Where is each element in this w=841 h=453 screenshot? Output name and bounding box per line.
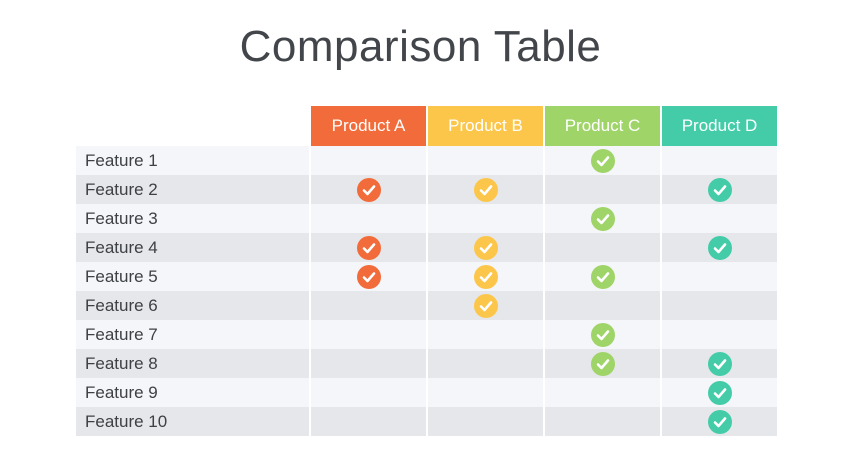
checkmark-circle-icon xyxy=(707,380,732,405)
table-cell xyxy=(660,146,777,175)
page-title: Comparison Table xyxy=(239,22,602,71)
table-cell xyxy=(309,378,426,407)
table-cell xyxy=(660,349,777,378)
table-row: Feature 5 xyxy=(76,262,777,291)
table-cell xyxy=(543,204,660,233)
checkmark-circle-icon xyxy=(356,177,381,202)
checkmark-circle-icon xyxy=(590,148,615,173)
table-cell xyxy=(426,233,543,262)
table-cell xyxy=(426,349,543,378)
checkmark-circle-icon xyxy=(473,235,498,260)
table-cell xyxy=(660,407,777,436)
table-row: Feature 8 xyxy=(76,349,777,378)
table-body: Feature 1 Feature 2 Feature 3 Feature 4 Feat… xyxy=(76,146,777,436)
checkmark-circle-icon xyxy=(356,235,381,260)
checkmark-circle-icon xyxy=(707,409,732,434)
feature-label: Feature 1 xyxy=(85,151,158,170)
comparison-table: Product A Product B Product C Product D Fea… xyxy=(76,106,777,436)
feature-label: Feature 9 xyxy=(85,383,158,402)
table-row: Feature 6 xyxy=(76,291,777,320)
table-cell xyxy=(660,175,777,204)
product-header-1: Product A xyxy=(311,106,426,146)
table-cell xyxy=(426,407,543,436)
table-cell xyxy=(309,349,426,378)
table-cell xyxy=(426,291,543,320)
table-cell xyxy=(543,262,660,291)
table-cell xyxy=(426,378,543,407)
checkmark-circle-icon xyxy=(356,264,381,289)
feature-label: Feature 10 xyxy=(85,412,168,431)
table-cell xyxy=(309,291,426,320)
product-header-3: Product C xyxy=(545,106,660,146)
checkmark-circle-icon xyxy=(473,177,498,202)
table-cell xyxy=(543,407,660,436)
table-cell xyxy=(309,320,426,349)
checkmark-circle-icon xyxy=(707,235,732,260)
checkmark-circle-icon xyxy=(590,264,615,289)
table-cell xyxy=(660,204,777,233)
table-cell xyxy=(543,175,660,204)
table-cell xyxy=(309,407,426,436)
table-cell xyxy=(426,204,543,233)
table-cell xyxy=(426,262,543,291)
table-cell xyxy=(309,233,426,262)
table-cell xyxy=(543,233,660,262)
table-cell xyxy=(309,262,426,291)
feature-label: Feature 4 xyxy=(85,238,158,257)
table-header-row: Product A Product B Product C Product D xyxy=(76,106,777,146)
table-cell xyxy=(660,320,777,349)
table-row: Feature 9 xyxy=(76,378,777,407)
table-cell xyxy=(543,291,660,320)
table-cell xyxy=(426,320,543,349)
checkmark-circle-icon xyxy=(707,351,732,376)
feature-label: Feature 2 xyxy=(85,180,158,199)
checkmark-circle-icon xyxy=(473,293,498,318)
feature-label: Feature 7 xyxy=(85,325,158,344)
table-cell xyxy=(660,262,777,291)
header-spacer xyxy=(76,106,309,146)
table-row: Feature 7 xyxy=(76,320,777,349)
checkmark-circle-icon xyxy=(707,177,732,202)
table-cell xyxy=(543,378,660,407)
table-cell xyxy=(543,320,660,349)
feature-label: Feature 6 xyxy=(85,296,158,315)
table-row: Feature 10 xyxy=(76,407,777,436)
table-row: Feature 4 xyxy=(76,233,777,262)
table-row: Feature 1 xyxy=(76,146,777,175)
table-cell xyxy=(660,378,777,407)
product-header-2: Product B xyxy=(428,106,543,146)
product-header-4: Product D xyxy=(662,106,777,146)
table-cell xyxy=(426,146,543,175)
table-row: Feature 3 xyxy=(76,204,777,233)
checkmark-circle-icon xyxy=(590,322,615,347)
table-cell xyxy=(543,349,660,378)
feature-label: Feature 8 xyxy=(85,354,158,373)
table-cell xyxy=(309,204,426,233)
checkmark-circle-icon xyxy=(590,351,615,376)
checkmark-circle-icon xyxy=(473,264,498,289)
table-cell xyxy=(426,175,543,204)
table-row: Feature 2 xyxy=(76,175,777,204)
table-cell xyxy=(309,175,426,204)
checkmark-circle-icon xyxy=(590,206,615,231)
table-cell xyxy=(660,233,777,262)
feature-label: Feature 5 xyxy=(85,267,158,286)
feature-label: Feature 3 xyxy=(85,209,158,228)
table-cell xyxy=(660,291,777,320)
table-cell xyxy=(309,146,426,175)
table-cell xyxy=(543,146,660,175)
